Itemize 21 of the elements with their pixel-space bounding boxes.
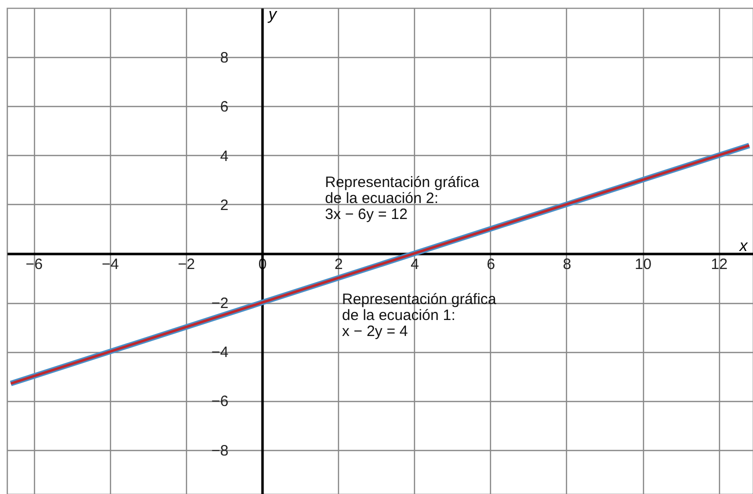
y-tick-label: 8 — [220, 50, 229, 67]
y-tick-label: −8 — [211, 442, 229, 460]
x-tick-label: 12 — [710, 256, 728, 273]
y-tick-label: 2 — [220, 196, 229, 214]
y-tick-label: −2 — [211, 295, 229, 312]
y-tick-label: −4 — [211, 344, 229, 362]
x-tick-label: 10 — [634, 256, 652, 273]
x-tick-label: 4 — [410, 256, 419, 273]
y-tick-label: 4 — [220, 148, 229, 165]
y-tick-label: 6 — [220, 98, 229, 116]
x-axis-title: x — [738, 238, 748, 255]
x-tick-label: 6 — [486, 256, 496, 273]
annotation: Representación gráfica de la ecuación 1: x − 2y = 4 — [342, 291, 497, 340]
x-tick-label: −4 — [102, 256, 119, 273]
x-tick-label: 2 — [334, 256, 343, 273]
annotation: Representación gráfica de la ecuación 2: 3x − 6y = 12 — [325, 174, 480, 223]
y-axis-title: y — [268, 6, 278, 24]
x-tick-label: 8 — [562, 256, 572, 273]
x-tick-label: −6 — [26, 256, 43, 273]
y-tick-label: −6 — [211, 393, 229, 410]
x-tick-label: −2 — [178, 256, 195, 273]
